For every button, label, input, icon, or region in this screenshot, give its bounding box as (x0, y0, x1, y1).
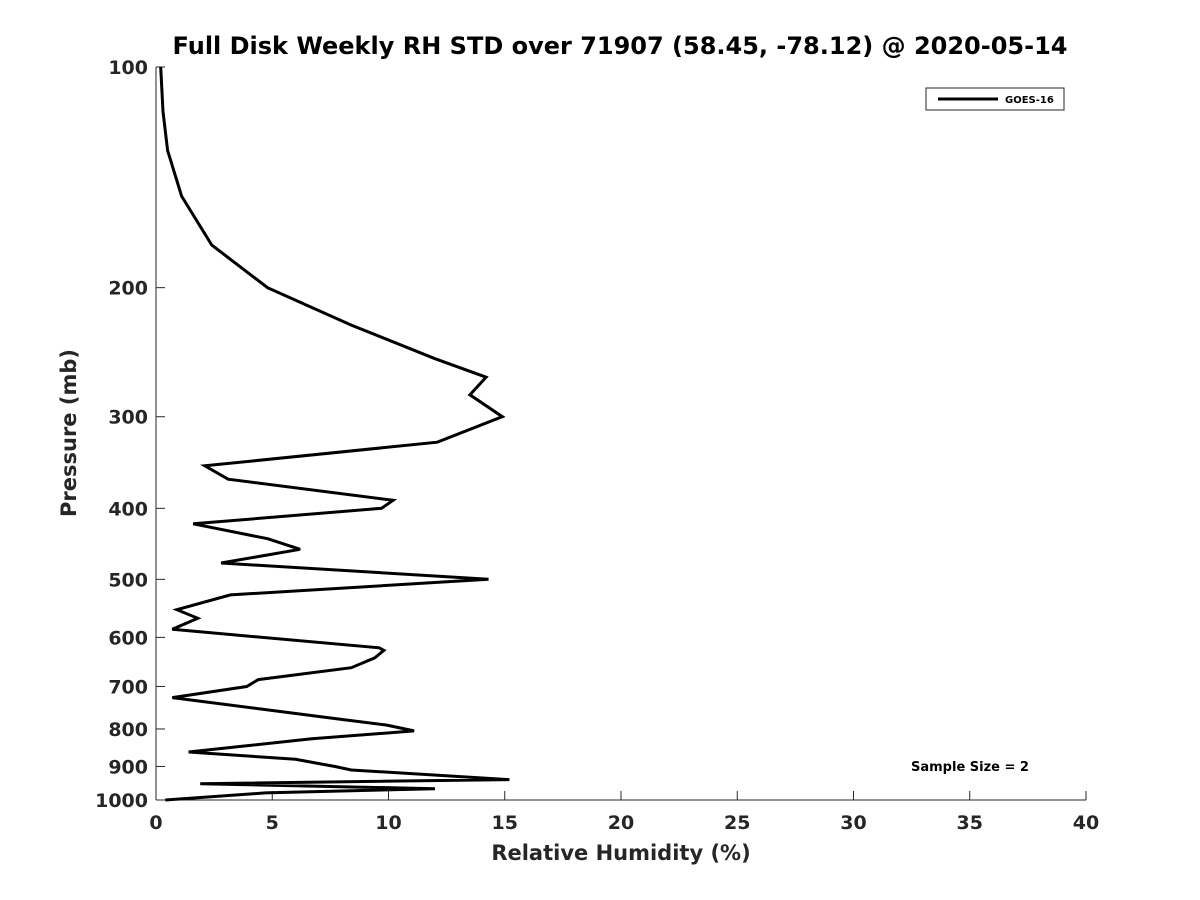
y-tick-label: 800 (108, 719, 148, 741)
chart-title: Full Disk Weekly RH STD over 71907 (58.4… (173, 32, 1068, 60)
y-tick-label: 300 (108, 407, 148, 429)
y-tick-label: 1000 (95, 790, 148, 812)
y-tick-label: 200 (108, 278, 148, 300)
x-tick-label: 15 (492, 812, 518, 834)
x-tick-label: 5 (266, 812, 279, 834)
x-axis-label: Relative Humidity (%) (491, 841, 750, 865)
y-tick-label: 600 (108, 627, 148, 649)
y-tick-label: 100 (108, 57, 148, 79)
x-tick-label: 25 (724, 812, 750, 834)
series-group (159, 66, 510, 802)
x-tick-label: 40 (1073, 812, 1099, 834)
axes (155, 67, 1086, 801)
legend-label: GOES-16 (1005, 95, 1054, 106)
x-tick-label: 30 (840, 812, 866, 834)
series-line-goes-16 (159, 66, 510, 802)
x-tick-label: 20 (608, 812, 634, 834)
legend: GOES-16 (925, 87, 1065, 111)
y-tick-label: 400 (108, 498, 148, 520)
sample-size-annotation: Sample Size = 2 (911, 760, 1029, 775)
y-tick-label: 900 (108, 756, 148, 778)
x-tick-label: 10 (375, 812, 401, 834)
y-axis-label: Pressure (mb) (57, 349, 81, 517)
y-ticks: 100 200 300 400 500 600 700 800 900 1000 (95, 57, 165, 812)
x-tick-label: 35 (957, 812, 983, 834)
y-tick-label: 700 (108, 676, 148, 698)
x-ticks: 0 5 10 15 20 25 30 35 40 (149, 791, 1099, 834)
x-tick-label: 0 (149, 812, 162, 834)
y-tick-label: 500 (108, 569, 148, 591)
